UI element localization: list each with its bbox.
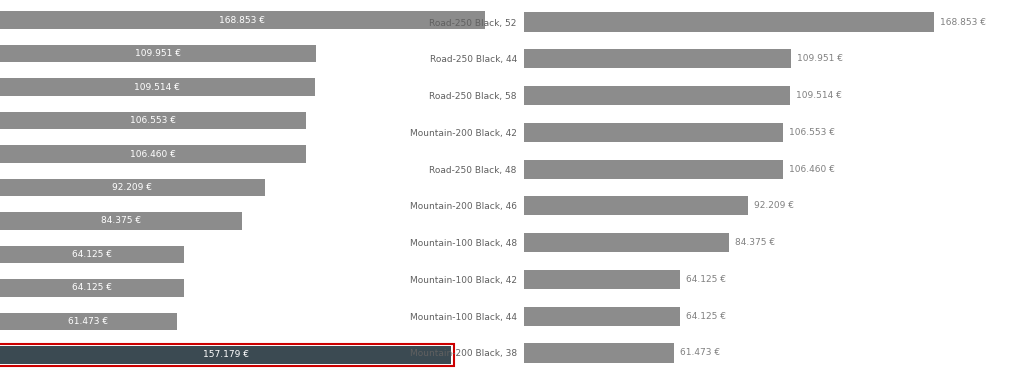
Text: 106.460 €: 106.460 € [788, 165, 835, 174]
Text: 157.179 €: 157.179 € [203, 350, 249, 359]
Bar [524, 123, 783, 142]
Bar [524, 233, 729, 252]
Text: 92.209 €: 92.209 € [755, 201, 795, 210]
Text: 168.853 €: 168.853 € [940, 18, 986, 27]
Bar [0, 11, 485, 29]
Bar [0, 145, 306, 163]
Bar [0, 246, 184, 263]
Bar [524, 344, 674, 363]
Text: 109.951 €: 109.951 € [135, 49, 181, 58]
Text: 106.553 €: 106.553 € [130, 116, 176, 125]
Bar [524, 270, 680, 289]
Text: 106.460 €: 106.460 € [130, 150, 176, 159]
Text: 84.375 €: 84.375 € [101, 216, 141, 225]
Bar [0, 313, 176, 330]
Bar [0, 344, 454, 366]
Text: 61.473 €: 61.473 € [680, 348, 720, 357]
Bar [524, 159, 782, 178]
Text: 64.125 €: 64.125 € [686, 312, 726, 321]
Text: 106.553 €: 106.553 € [790, 128, 835, 137]
Bar [0, 45, 315, 62]
Text: 64.125 €: 64.125 € [72, 250, 112, 259]
Bar [524, 86, 791, 105]
Bar [524, 196, 749, 216]
Text: 64.125 €: 64.125 € [686, 275, 726, 284]
Bar [0, 212, 243, 230]
Text: 64.125 €: 64.125 € [72, 284, 112, 292]
Bar [524, 49, 792, 68]
Bar [524, 12, 934, 32]
Bar [0, 78, 314, 96]
Text: 109.514 €: 109.514 € [134, 82, 180, 92]
Text: 84.375 €: 84.375 € [735, 238, 775, 247]
Text: 61.473 €: 61.473 € [69, 317, 109, 326]
Bar [0, 279, 184, 297]
Bar [0, 179, 265, 196]
Text: 168.853 €: 168.853 € [219, 16, 265, 25]
Bar [0, 346, 452, 364]
Text: 109.514 €: 109.514 € [797, 91, 842, 100]
Bar [0, 112, 306, 129]
Text: 92.209 €: 92.209 € [113, 183, 153, 192]
Text: 109.951 €: 109.951 € [798, 54, 843, 63]
Bar [524, 307, 680, 326]
